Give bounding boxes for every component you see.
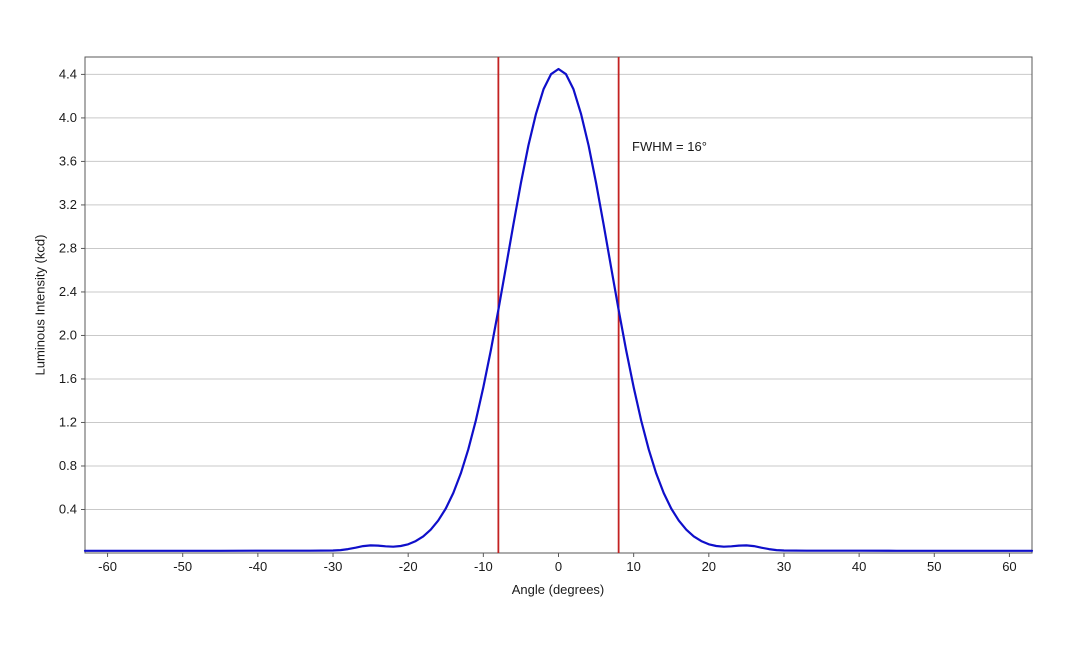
x-tick-label: -50 [173, 559, 192, 574]
x-tick-label: 10 [626, 559, 640, 574]
plot-border [84, 56, 1033, 554]
x-axis-title: Angle (degrees) [511, 582, 605, 597]
intensity-curve [83, 67, 1034, 552]
y-tick-label: 4.0 [59, 110, 77, 125]
y-tick-label: 1.2 [59, 414, 77, 429]
x-tick-label: 60 [1002, 559, 1016, 574]
y-tick-label: 2.0 [59, 327, 77, 342]
x-tick-label: 0 [555, 559, 562, 574]
x-tick-label: 30 [777, 559, 791, 574]
y-axis-title: Luminous Intensity (kcd) [32, 234, 48, 376]
x-tick-label: -40 [248, 559, 267, 574]
y-tick-label: 0.4 [59, 501, 77, 516]
x-tick-label: -20 [399, 559, 418, 574]
x-tick-label: 50 [927, 559, 941, 574]
y-tick-label: 1.6 [59, 371, 77, 386]
y-tick-label: 2.8 [59, 240, 77, 255]
x-tick-label: -30 [324, 559, 343, 574]
y-tick-label: 4.4 [59, 66, 77, 81]
y-tick-label: 3.2 [59, 197, 77, 212]
x-tick-label: 40 [852, 559, 866, 574]
x-tick-label: -60 [98, 559, 117, 574]
y-tick-label: 3.6 [59, 153, 77, 168]
x-tick-label: 20 [702, 559, 716, 574]
x-tick-label: -10 [474, 559, 493, 574]
y-tick-label: 0.8 [59, 458, 77, 473]
y-tick-label: 2.4 [59, 284, 77, 299]
fwhm-annotation: FWHM = 16° [632, 139, 707, 154]
